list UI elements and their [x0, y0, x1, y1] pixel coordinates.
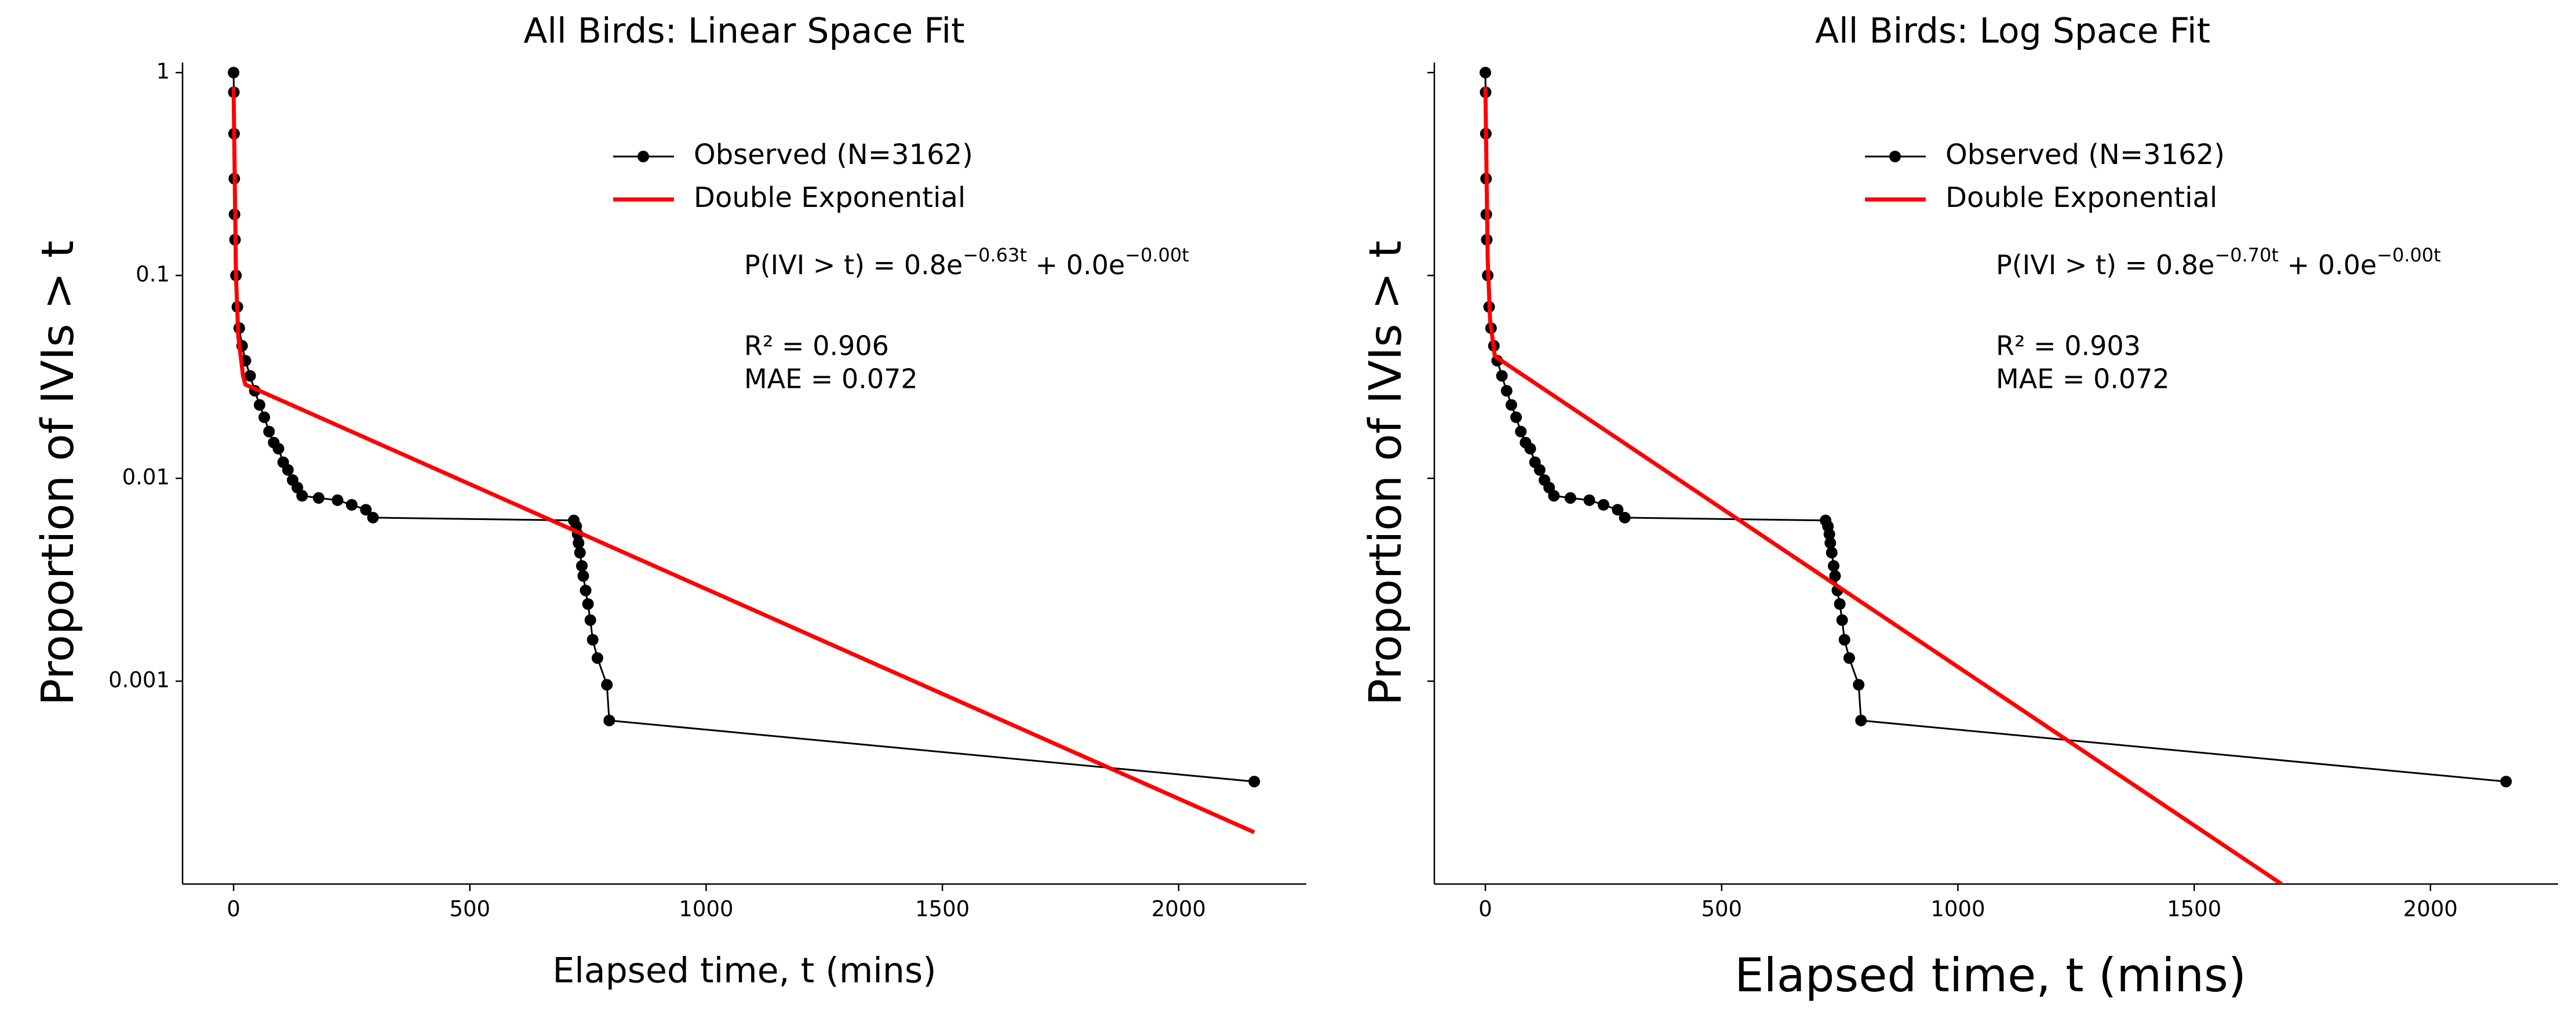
observed-point [1597, 499, 1609, 511]
observed-point [258, 411, 271, 423]
legend-label: Observed (N=3162) [694, 139, 973, 171]
observed-point [1480, 67, 1492, 79]
y-tick-label: 0.001 [108, 668, 170, 693]
observed-point [1500, 385, 1513, 397]
observed-point [580, 584, 592, 597]
observed-point [586, 634, 599, 646]
observed-line [232, 72, 1255, 783]
observed-point [591, 652, 603, 664]
x-tick-label: 1500 [915, 897, 970, 922]
observed-point [1619, 511, 1631, 523]
y-tick-label: 0.01 [122, 465, 170, 490]
y-tick-label: 0.1 [136, 262, 170, 287]
observed-point [1548, 490, 1560, 502]
observed-point [1524, 442, 1536, 454]
observed-point [1826, 547, 1838, 559]
x-tick-label: 500 [1701, 897, 1742, 922]
observed-point [1828, 560, 1840, 572]
x-tick-label: 0 [227, 897, 241, 922]
x-axis-label: Elapsed time, t (mins) [552, 951, 936, 991]
observed-point [1505, 399, 1517, 411]
observed-point [1533, 464, 1546, 476]
legend-marker [637, 151, 649, 162]
observed-point [1515, 425, 1527, 438]
y-axis-label: Proportion of IVIs > t [32, 241, 84, 705]
x-tick-label: 2000 [1152, 897, 1206, 922]
equation-part: + 0.0e [2279, 249, 2377, 281]
x-tick-label: 1000 [1930, 897, 1985, 922]
y-axis-label: Proportion of IVIs > t [1360, 241, 1412, 705]
observed-point [601, 679, 613, 691]
observed-point [1510, 411, 1522, 423]
observed-point [1564, 492, 1576, 504]
observed-point [1248, 776, 1260, 788]
observed-point [1855, 714, 1867, 726]
equation-part: P(IVI > t) = 0.8e [744, 249, 963, 281]
observed-point [228, 67, 240, 79]
observed-point [1612, 504, 1624, 516]
observed-point [1834, 598, 1846, 610]
r-squared: R² = 0.903 [1996, 330, 2141, 362]
observed-point [1583, 494, 1595, 506]
observed-point [577, 570, 589, 582]
observed-point [367, 511, 379, 523]
equation-exponent: −0.63t [963, 244, 1027, 266]
y-tick-label: 1 [156, 59, 170, 84]
observed-point [1836, 614, 1848, 626]
x-axis-label: Elapsed time, t (mins) [1735, 948, 2246, 1002]
observed-point [296, 490, 308, 502]
observed-point [312, 492, 325, 504]
observed-point [2500, 776, 2512, 788]
fit-line [231, 86, 1255, 834]
mae: MAE = 0.072 [744, 363, 918, 395]
mae: MAE = 0.072 [1996, 363, 2170, 395]
legend-label: Double Exponential [1945, 181, 2217, 214]
equation-exponent: −0.70t [2214, 244, 2279, 266]
observed-point [244, 370, 256, 382]
x-tick-label: 0 [1478, 897, 1492, 922]
equation: P(IVI > t) = 0.8e−0.63t + 0.0e−0.00t [744, 244, 1189, 281]
equation-exponent: −0.00t [1125, 244, 1189, 266]
observed-point [345, 499, 358, 511]
observed-point [331, 494, 344, 506]
equation-part: + 0.0e [1027, 249, 1125, 281]
observed-point [1838, 634, 1850, 646]
observed-point [272, 442, 285, 454]
observed-point [574, 547, 586, 559]
observed-point [282, 464, 294, 476]
observed-point [360, 504, 372, 516]
equation-part: P(IVI > t) = 0.8e [1996, 249, 2214, 281]
observed-point [263, 425, 275, 438]
legend-label: Observed (N=3162) [1945, 139, 2225, 171]
observed-line [1484, 72, 2506, 783]
observed-point [582, 598, 594, 610]
x-tick-label: 500 [449, 897, 490, 922]
observed-point [576, 560, 588, 572]
fit-line [1483, 86, 2283, 884]
chart-title: All Birds: Log Space Fit [1815, 11, 2210, 52]
observed-point [603, 714, 615, 726]
observed-point [1824, 537, 1837, 549]
r-squared: R² = 0.906 [744, 330, 889, 362]
chart-title: All Birds: Linear Space Fit [523, 11, 964, 52]
observed-point [584, 614, 596, 626]
x-tick-label: 1000 [679, 897, 733, 922]
equation-exponent: −0.00t [2377, 244, 2441, 266]
observed-point [253, 399, 265, 411]
x-tick-label: 2000 [2403, 897, 2458, 922]
observed-point [1843, 652, 1855, 664]
observed-point [1829, 570, 1841, 582]
x-tick-label: 1500 [2167, 897, 2221, 922]
legend-label: Double Exponential [694, 181, 965, 214]
observed-point [1496, 370, 1508, 382]
observed-point [1823, 528, 1835, 540]
observed-point [573, 537, 585, 549]
observed-point [1853, 679, 1865, 691]
equation: P(IVI > t) = 0.8e−0.70t + 0.0e−0.00t [1996, 244, 2441, 281]
legend-marker [1889, 151, 1901, 162]
